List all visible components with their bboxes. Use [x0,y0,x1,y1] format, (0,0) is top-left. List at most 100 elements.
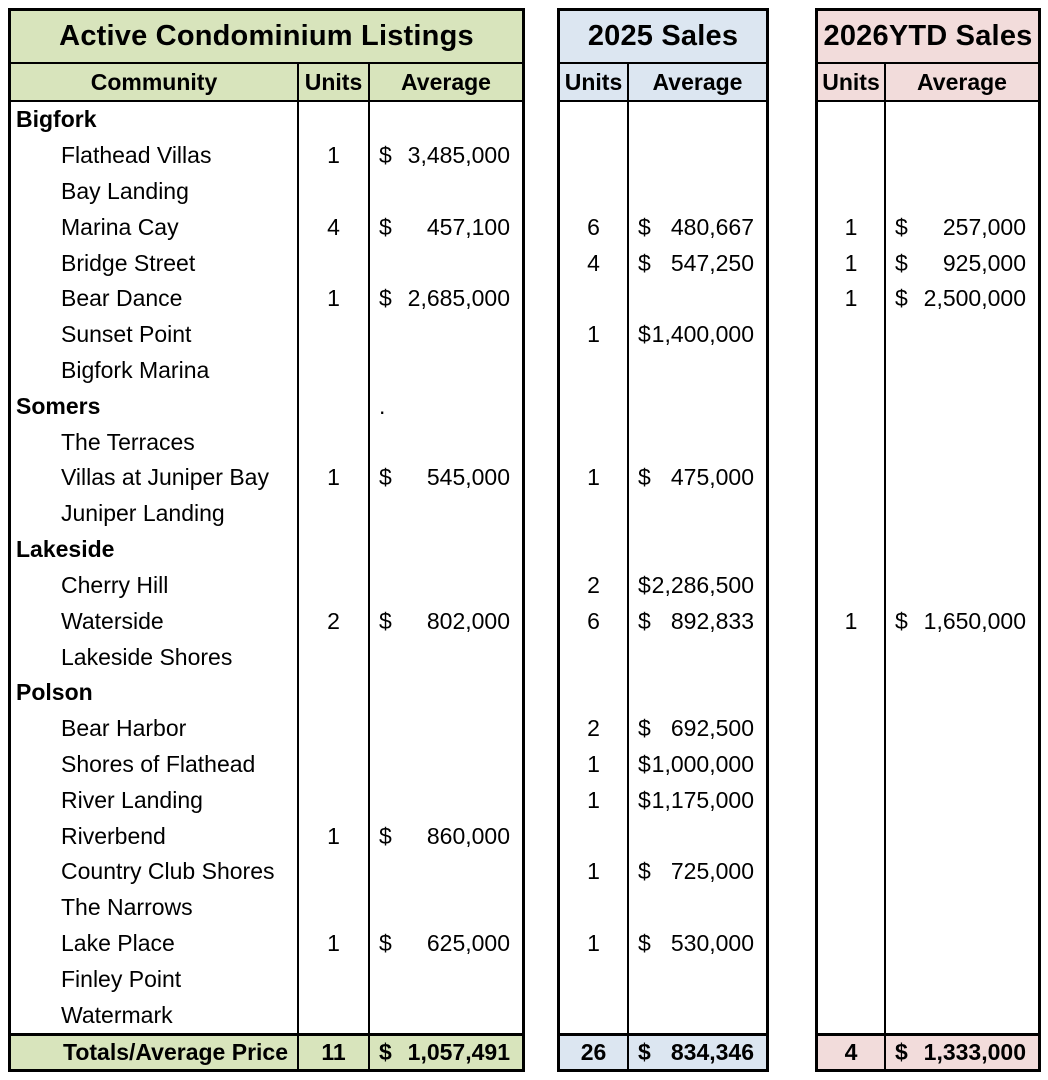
average-value: 475,000 [670,464,754,491]
average-cell [370,747,522,783]
average-cell [629,532,766,568]
table-row [560,818,766,854]
sales-2025-table: 2025 Sales Units Average 6 $480,667 4 $547,… [557,8,769,1072]
average-cell [370,532,522,568]
average-cell [886,460,1038,496]
units-cell: 1 [560,316,629,353]
average-cell [886,890,1038,926]
average-cell: $860,000 [370,818,522,854]
units-cell [560,173,629,210]
average-cell: $3,485,000 [370,138,522,174]
totals-units-cell: 4 [818,1036,886,1069]
table-row: Villas at Juniper Bay 1 $545,000 [11,460,522,496]
table-row [560,961,766,998]
totals-average-cell: $ 1,057,491 [370,1036,522,1069]
average-cell [370,245,522,281]
table-row: Juniper Landing [11,495,522,532]
units-cell [299,746,370,783]
average-value: 1,400,000 [651,321,754,348]
community-cell: Bigfork [11,102,299,138]
units-cell [299,889,370,926]
average-cell: $802,000 [370,603,522,639]
average-column-header: Average [917,68,1007,95]
table-row: Finley Point [11,961,522,998]
community-cell: Riverbend [11,818,299,854]
average-value: 802,000 [426,607,510,634]
table-row [818,639,1038,675]
units-cell: 1 [299,925,370,962]
average-cell: $257,000 [886,209,1038,245]
average-cell [629,388,766,424]
units-cell [818,818,886,854]
units-cell [818,567,886,604]
average-value: 892,833 [670,607,754,634]
average-cell [629,675,766,711]
average-cell: $1,650,000 [886,603,1038,639]
average-cell [886,174,1038,210]
average-cell: $1,000,000 [629,747,766,783]
average-cell: $480,667 [629,209,766,245]
average-cell [886,568,1038,604]
units-cell: 1 [299,281,370,317]
units-cell [299,388,370,425]
table-row [560,173,766,210]
units-cell: 6 [560,209,629,246]
average-cell [886,388,1038,424]
units-cell [818,746,886,783]
units-cell [818,460,886,496]
community-cell: Bigfork Marina [11,352,299,389]
units-cell: 1 [299,818,370,854]
table-row: Bear Harbor [11,710,522,747]
community-cell: Lakeside [11,531,299,568]
community-cell: Bear Dance [11,281,299,317]
units-cell [818,388,886,425]
units-cell [560,997,629,1033]
table-row [560,137,766,174]
currency-symbol: . [379,392,386,419]
community-cell: Polson [11,674,299,711]
totals-units-cell: 11 [299,1036,370,1069]
table-row: Marina Cay 4 $457,100 [11,209,522,246]
table-row: 1 $530,000 [560,925,766,962]
community-cell: Cherry Hill [11,567,299,604]
average-cell [629,890,766,926]
average-cell [886,747,1038,783]
units-cell [560,281,629,317]
table-row: Shores of Flathead [11,746,522,783]
average-cell [370,353,522,389]
table-row: Sunset Point [11,316,522,353]
community-column-header: Community [11,64,299,100]
table-row [818,388,1038,425]
average-cell: $2,286,500 [629,568,766,604]
average-value: 725,000 [670,858,754,885]
table-row [818,460,1038,496]
table-row: Cherry Hill [11,567,522,604]
active-listings-totals-row: Totals/Average Price 11 $ 1,057,491 [11,1033,522,1069]
average-value: 860,000 [426,822,510,849]
sales-2026ytd-rows: 1 $257,000 1 $925,000 1 $2,500,000 1 $1,650,000 [818,102,1038,1033]
community-cell: The Narrows [11,889,299,926]
average-value: 1,000,000 [651,750,754,777]
table-row: Lakeside [11,531,522,568]
table-row: 1 $2,500,000 [818,281,1038,317]
units-cell [818,925,886,962]
average-value: 545,000 [426,464,510,491]
sales-2026ytd-totals-row: 4 $ 1,333,000 [818,1033,1038,1069]
units-cell [560,818,629,854]
average-cell: $692,500 [629,711,766,747]
currency-symbol: $ [638,249,651,276]
units-cell [560,889,629,926]
units-cell [818,997,886,1033]
average-cell [370,782,522,818]
active-listings-table: Active Condominium Listings Community Un… [8,8,525,1072]
table-row: 1 $1,650,000 [818,603,1038,640]
community-cell: Bay Landing [11,173,299,210]
table-row [818,495,1038,532]
average-cell [629,174,766,210]
totals-average-value: 834,346 [670,1039,754,1065]
units-cell [818,782,886,819]
units-cell [818,316,886,353]
units-cell [560,424,629,461]
average-cell: $530,000 [629,926,766,962]
currency-symbol: $ [638,571,651,598]
